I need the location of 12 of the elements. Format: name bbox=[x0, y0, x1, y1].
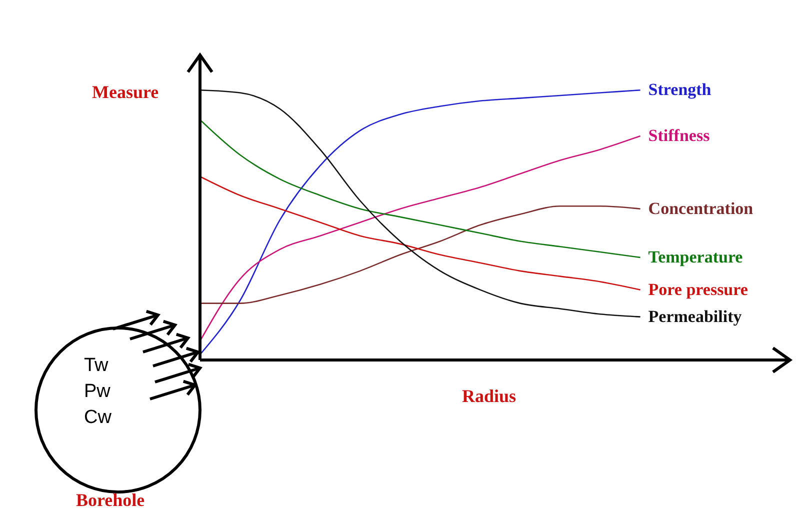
text: Pw bbox=[84, 381, 110, 403]
text: Cw bbox=[84, 407, 112, 429]
series-label: Permeability bbox=[648, 306, 742, 326]
series-label: Temperature bbox=[648, 247, 744, 266]
series-label: Stiffness bbox=[648, 126, 710, 145]
y-axis-title: Measure bbox=[92, 82, 159, 103]
text: Borehole bbox=[76, 490, 145, 511]
series-label: Pore pressure bbox=[648, 280, 748, 299]
series-label: Strength bbox=[648, 80, 712, 100]
series-label: Concentration bbox=[648, 198, 754, 218]
text: Tw bbox=[84, 355, 108, 377]
x-axis-title: Radius bbox=[462, 386, 516, 407]
